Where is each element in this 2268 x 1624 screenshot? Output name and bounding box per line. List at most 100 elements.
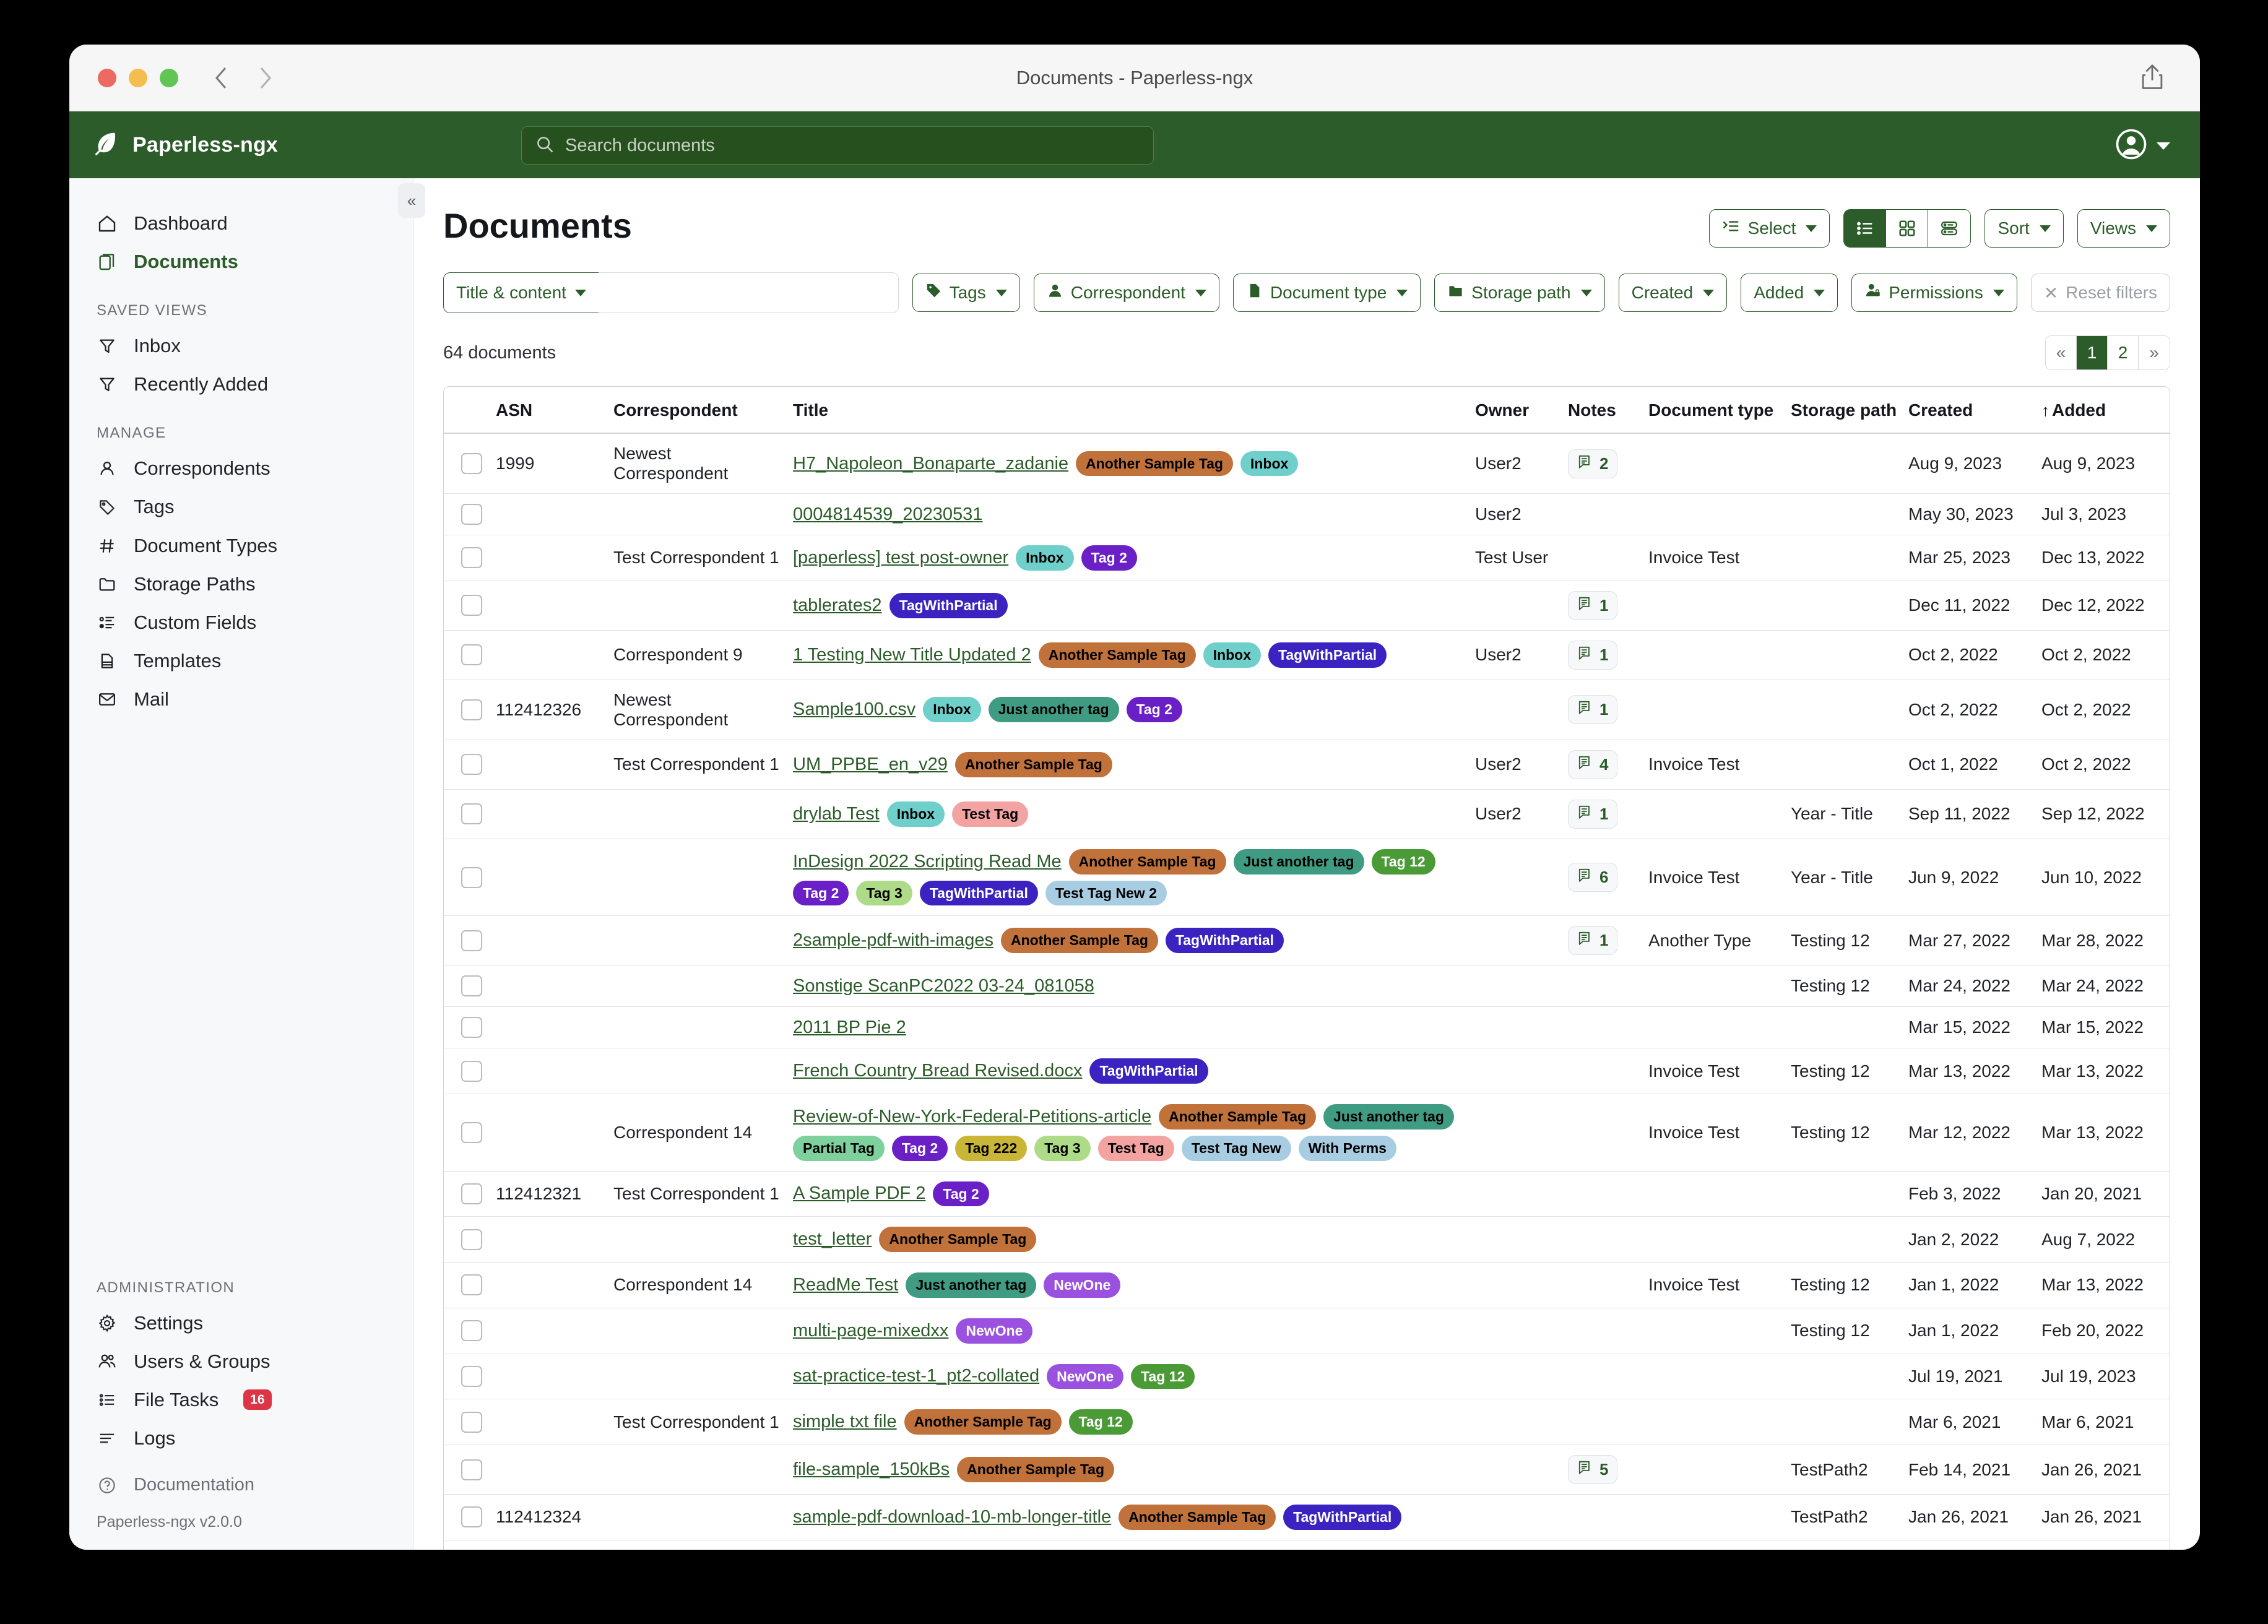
notes-badge[interactable]: 1 <box>1568 799 1618 829</box>
sidebar-item-mail[interactable]: Mail <box>69 680 413 719</box>
row-checkbox-cell[interactable] <box>444 1308 491 1354</box>
tag-chip[interactable]: NewOne <box>1047 1363 1124 1389</box>
sidebar-item-document-types[interactable]: Document Types <box>69 527 413 565</box>
document-title-link[interactable]: ReadMe Test <box>793 1274 899 1295</box>
notes-badge[interactable]: 1 <box>1568 926 1618 956</box>
row-checkbox-cell[interactable] <box>444 1445 491 1495</box>
sidebar-item-settings[interactable]: Settings <box>69 1304 413 1342</box>
filter-permissions-button[interactable]: Permissions <box>1851 274 2017 312</box>
row-checkbox[interactable] <box>461 803 482 825</box>
notes-badge[interactable]: 6 <box>1568 863 1618 892</box>
row-checkbox-cell[interactable] <box>444 1094 491 1172</box>
document-title-link[interactable]: Sonstige ScanPC2022 03-24_081058 <box>793 975 1094 996</box>
row-checkbox[interactable] <box>461 1183 482 1204</box>
tag-chip[interactable]: Another Sample Tag <box>1038 642 1196 668</box>
table-row[interactable]: sat-practice-test-1_pt2-collated NewOne Ta… <box>444 1354 2170 1400</box>
document-title-link[interactable]: 2sample-pdf-with-images <box>793 930 993 951</box>
tag-chip[interactable]: Another Sample Tag <box>879 1227 1037 1252</box>
row-checkbox[interactable] <box>461 504 482 525</box>
row-checkbox-cell[interactable] <box>444 630 491 680</box>
tag-chip[interactable]: Inbox <box>1016 545 1074 571</box>
tag-chip[interactable]: Another Sample Tag <box>1119 1505 1276 1530</box>
row-checkbox[interactable] <box>461 930 482 951</box>
row-checkbox[interactable] <box>461 1060 482 1082</box>
row-checkbox-cell[interactable] <box>444 740 491 790</box>
sidebar-item-storage-paths[interactable]: Storage Paths <box>69 565 413 603</box>
table-row[interactable]: Test Correspondent 1 UM_PPBE_en_v29 Anothe… <box>444 740 2170 790</box>
row-checkbox-cell[interactable] <box>444 839 491 917</box>
tag-chip[interactable]: TagWithPartial <box>1268 642 1387 668</box>
tag-chip[interactable]: NewOne <box>1044 1272 1121 1298</box>
share-icon[interactable] <box>2139 63 2165 95</box>
tag-chip[interactable]: Another Sample Tag <box>1159 1104 1317 1129</box>
sidebar-item-tags[interactable]: Tags <box>69 488 413 526</box>
tag-chip[interactable]: Just another tag <box>906 1272 1037 1298</box>
document-title-link[interactable]: file-sample_150kBs <box>793 1459 950 1479</box>
filter-document-type-button[interactable]: Document type <box>1232 274 1421 312</box>
row-checkbox-cell[interactable] <box>444 1171 491 1217</box>
table-row[interactable]: multi-page-mixedxx NewOne Testing 12 Jan 1,… <box>444 1308 2170 1354</box>
row-checkbox-cell[interactable] <box>444 1262 491 1308</box>
tag-chip[interactable]: With Perms <box>1298 1135 1396 1161</box>
notes-badge[interactable]: 5 <box>1568 1455 1618 1484</box>
tag-chip[interactable]: Tag 3 <box>856 880 912 906</box>
minimize-window-button[interactable] <box>129 68 147 87</box>
row-checkbox[interactable] <box>461 1121 482 1143</box>
row-checkbox-cell[interactable] <box>444 493 491 535</box>
tag-chip[interactable]: TagWithPartial <box>1165 928 1284 954</box>
table-row[interactable]: 2sample-pdf-with-images Another Sample Ta… <box>444 915 2170 966</box>
notes-badge[interactable]: 1 <box>1568 695 1618 725</box>
document-title-link[interactable]: A Sample PDF 2 <box>793 1183 926 1204</box>
tag-chip[interactable]: Another Sample Tag <box>954 751 1112 777</box>
document-title-link[interactable]: sample-pdf-download-10-mb-longer-title <box>793 1506 1112 1527</box>
brand[interactable]: Paperless-ngx <box>92 130 413 160</box>
column-header-correspondent[interactable]: Correspondent <box>608 387 788 434</box>
filter-tags-button[interactable]: Tags <box>912 274 1020 312</box>
tag-chip[interactable]: Another Sample Tag <box>957 1457 1115 1482</box>
table-row[interactable]: sample-pdf-download-10-mb copy_redAnothe… <box>444 1540 2170 1550</box>
sidebar-item-correspondents[interactable]: Correspondents <box>69 449 413 488</box>
row-checkbox[interactable] <box>461 975 482 997</box>
row-checkbox-cell[interactable] <box>444 535 491 581</box>
document-title-link[interactable]: UM_PPBE_en_v29 <box>793 754 948 774</box>
tag-chip[interactable]: Tag 3 <box>1034 1135 1091 1161</box>
row-checkbox[interactable] <box>461 644 482 666</box>
account-menu[interactable] <box>2114 127 2170 164</box>
table-row[interactable]: 112412324 sample-pdf-download-10-mb-longe… <box>444 1494 2170 1540</box>
sidebar-item-recently-added[interactable]: Recently Added <box>69 365 413 404</box>
tag-chip[interactable]: Test Tag New 2 <box>1045 880 1167 906</box>
table-row[interactable]: InDesign 2022 Scripting Read Me Another S… <box>444 839 2170 917</box>
row-checkbox-cell[interactable] <box>444 1006 491 1049</box>
list-view-icon[interactable] <box>1844 210 1887 247</box>
table-row[interactable]: 1999 Newest Correspondent H7_Napoleon_Bona… <box>444 433 2170 494</box>
column-header-notes[interactable]: Notes <box>1563 387 1643 434</box>
row-checkbox-cell[interactable] <box>444 789 491 839</box>
tag-chip[interactable]: Another Sample Tag <box>904 1409 1062 1435</box>
document-title-link[interactable]: sat-practice-test-1_pt2-collated <box>793 1366 1040 1386</box>
document-title-link[interactable]: Sample100.csv <box>793 699 916 720</box>
row-checkbox[interactable] <box>461 1506 482 1528</box>
column-header-added[interactable]: ↑ Added <box>2036 387 2170 434</box>
tag-chip[interactable]: Tag 2 <box>1081 545 1137 571</box>
pagination-last[interactable]: » <box>2139 336 2170 369</box>
tag-chip[interactable]: Tag 12 <box>1371 849 1435 875</box>
column-header-storage-path[interactable]: Storage path <box>1786 387 1903 434</box>
sidebar-item-documentation[interactable]: Documentation <box>69 1458 413 1505</box>
row-checkbox[interactable] <box>461 1365 482 1387</box>
row-checkbox-cell[interactable] <box>444 1048 491 1094</box>
tag-chip[interactable]: Tag 12 <box>1068 1409 1133 1435</box>
pagination-page-2[interactable]: 2 <box>2108 336 2139 369</box>
tag-chip[interactable]: Tag 2 <box>933 1181 989 1207</box>
filter-added-button[interactable]: Added <box>1741 274 1838 312</box>
tag-chip[interactable]: TagWithPartial <box>889 592 1008 618</box>
table-row[interactable]: 0004814539_20230531 User2 May 30, 2023 Jul … <box>444 493 2170 535</box>
row-checkbox[interactable] <box>461 699 482 720</box>
select-all-header[interactable] <box>444 387 491 434</box>
row-checkbox[interactable] <box>461 453 482 474</box>
filter-created-button[interactable]: Created <box>1618 274 1728 312</box>
row-checkbox-cell[interactable] <box>444 581 491 631</box>
tag-chip[interactable]: Inbox <box>1203 642 1262 668</box>
row-checkbox[interactable] <box>461 754 482 775</box>
tag-chip[interactable]: Partial Tag <box>793 1135 885 1161</box>
